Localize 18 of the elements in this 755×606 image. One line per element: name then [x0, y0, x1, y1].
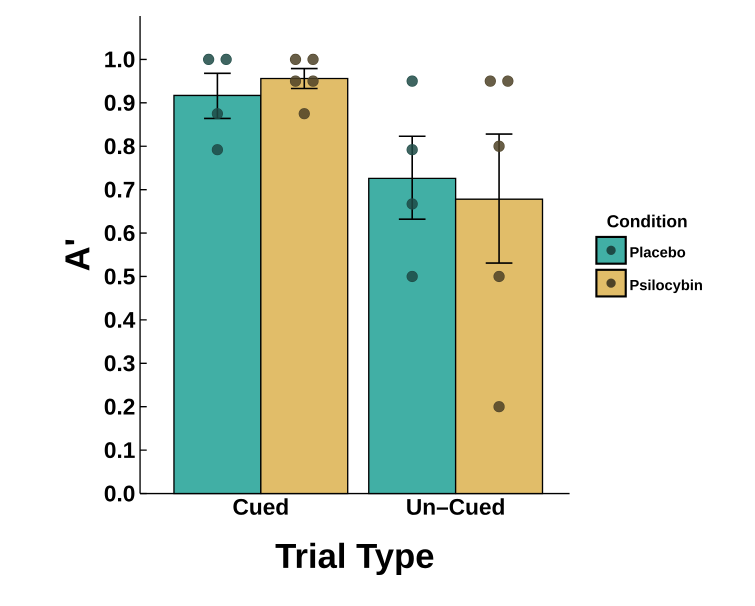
- y-tick-label: 0.1: [104, 442, 135, 458]
- y-tick-label: 0.6: [104, 225, 135, 242]
- y-tick-label: 0.5: [104, 268, 135, 285]
- y-tick-label: 0.7: [104, 182, 134, 198]
- y-tick-label: 0.0: [104, 486, 134, 502]
- legend-label: Psilocybin: [630, 280, 702, 294]
- y-tick-label: 0.2: [104, 398, 134, 415]
- legend-label: Placebo: [630, 246, 686, 258]
- x-tick-label: Un–Cued: [407, 498, 504, 516]
- y-tick-label: 0.4: [104, 312, 136, 328]
- x-axis-title: Trial Type: [276, 542, 434, 576]
- y-tick-label: 0.9: [104, 94, 135, 112]
- y-tick-label: 0.8: [104, 138, 135, 154]
- y-tick-label: 1.0: [105, 52, 134, 68]
- y-tick-label: 0.3: [104, 355, 135, 372]
- y-axis-title: A': [65, 240, 90, 271]
- legend-title: Condition: [607, 214, 687, 228]
- x-tick-label: Cued: [233, 498, 288, 516]
